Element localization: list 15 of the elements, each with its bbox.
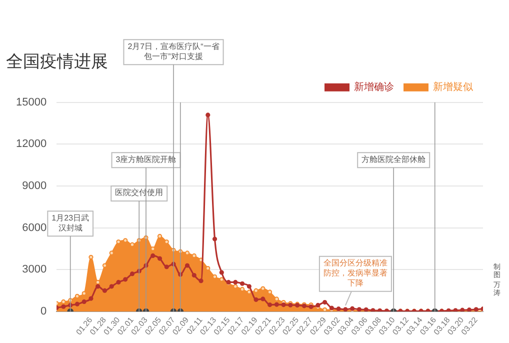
ref-line-label: 方舱医院全部休舱 xyxy=(362,154,426,164)
y-tick-label: 15000 xyxy=(16,96,47,108)
y-tick-label: 0 xyxy=(40,306,47,318)
legend-label: 新增疑似 xyxy=(433,81,473,94)
ref-line-label: 医院交付使用 xyxy=(115,188,164,198)
ref-line-label: 3座方舱医院开舱 xyxy=(116,154,176,164)
chart-title: 全国疫情进展 xyxy=(6,52,108,71)
y-tick-label: 3000 xyxy=(22,264,47,276)
ref-line-label: 1月23日武汉封城 xyxy=(52,213,90,232)
y-tick-label: 12000 xyxy=(16,138,47,150)
legend-label: 新增确诊 xyxy=(354,81,394,94)
ref-line-label: 2月7日，宣布医疗队“一省包一市”对口支援 xyxy=(128,42,220,61)
y-tick-label: 9000 xyxy=(22,180,47,192)
y-tick-label: 6000 xyxy=(22,222,47,234)
annotation: 全国分区分级精准防控，发病率显著下降 xyxy=(323,258,388,288)
